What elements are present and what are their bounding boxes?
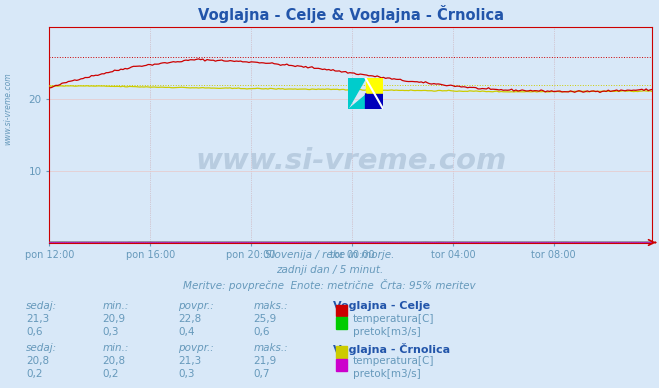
Text: maks.:: maks.: [254,301,289,311]
Text: povpr.:: povpr.: [178,301,214,311]
Text: www.si-vreme.com: www.si-vreme.com [195,147,507,175]
Text: Meritve: povprečne  Enote: metrične  Črta: 95% meritev: Meritve: povprečne Enote: metrične Črta:… [183,279,476,291]
Text: Voglajna - Črnolica: Voglajna - Črnolica [333,343,450,355]
Text: 21,3: 21,3 [26,314,49,324]
Polygon shape [366,94,383,109]
Text: 0,2: 0,2 [26,369,43,379]
Text: 0,3: 0,3 [178,369,194,379]
Text: pretok[m3/s]: pretok[m3/s] [353,327,420,337]
Text: pretok[m3/s]: pretok[m3/s] [353,369,420,379]
Text: 21,9: 21,9 [254,356,277,366]
Text: 25,9: 25,9 [254,314,277,324]
Text: 0,6: 0,6 [26,327,43,337]
Text: maks.:: maks.: [254,343,289,353]
Text: 22,8: 22,8 [178,314,201,324]
Polygon shape [348,94,366,109]
Polygon shape [348,78,366,109]
Text: min.:: min.: [102,301,129,311]
Text: 20,9: 20,9 [102,314,125,324]
Text: sedaj:: sedaj: [26,301,57,311]
Text: min.:: min.: [102,343,129,353]
Text: temperatura[C]: temperatura[C] [353,356,434,366]
Text: 0,7: 0,7 [254,369,270,379]
Text: 20,8: 20,8 [26,356,49,366]
Polygon shape [366,78,383,94]
Text: povpr.:: povpr.: [178,343,214,353]
Text: temperatura[C]: temperatura[C] [353,314,434,324]
Text: 20,8: 20,8 [102,356,125,366]
Text: 0,2: 0,2 [102,369,119,379]
Text: www.si-vreme.com: www.si-vreme.com [3,72,13,145]
Text: Slovenija / reke in morje.: Slovenija / reke in morje. [265,250,394,260]
Text: 0,3: 0,3 [102,327,119,337]
Text: 21,3: 21,3 [178,356,201,366]
Text: 0,4: 0,4 [178,327,194,337]
Text: sedaj:: sedaj: [26,343,57,353]
Text: 0,6: 0,6 [254,327,270,337]
Polygon shape [366,94,383,109]
Title: Voglajna - Celje & Voglajna - Črnolica: Voglajna - Celje & Voglajna - Črnolica [198,5,504,23]
Text: Voglajna - Celje: Voglajna - Celje [333,301,430,311]
Text: zadnji dan / 5 minut.: zadnji dan / 5 minut. [276,265,383,275]
